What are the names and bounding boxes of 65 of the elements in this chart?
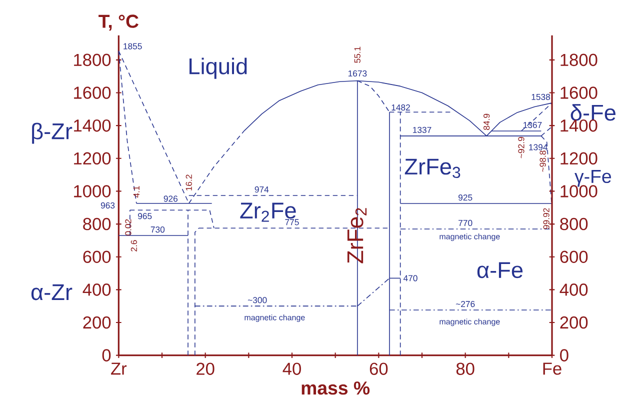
annotation: magnetic change bbox=[440, 318, 500, 326]
y2-tick-label: 400 bbox=[560, 284, 588, 296]
annotation: 4.1 bbox=[133, 186, 140, 198]
x-tick-label: 60 bbox=[370, 362, 388, 375]
annotation: 1394 bbox=[529, 144, 548, 150]
y-tick-label: 1800 bbox=[74, 54, 111, 66]
y-tick-label: 200 bbox=[83, 316, 111, 329]
y-axis-title: T, °C bbox=[98, 14, 138, 31]
y2-tick-label: 600 bbox=[560, 250, 588, 263]
annotation: 926 bbox=[164, 196, 178, 202]
y-tick-label: 1200 bbox=[74, 152, 111, 165]
x-axis-title: mass % bbox=[302, 381, 370, 395]
annotation: 963 bbox=[100, 202, 115, 208]
annotation: ZrFe$_{3}$ bbox=[404, 158, 460, 178]
y-tick-label: 600 bbox=[83, 250, 111, 263]
y2-tick-label: 1200 bbox=[560, 152, 598, 165]
annotation: 84.9 bbox=[484, 114, 490, 130]
text: δ-Fe bbox=[570, 104, 616, 121]
y-tick-label: 1400 bbox=[74, 119, 111, 132]
y2-tick-label: 1800 bbox=[560, 54, 598, 66]
y-tick-label: 800 bbox=[83, 218, 111, 230]
y-tick-label: 1000 bbox=[74, 185, 111, 198]
y2-tick-label: 200 bbox=[560, 316, 588, 329]
x-tick-label: Zr bbox=[111, 362, 127, 375]
annotation: 99.92 bbox=[543, 208, 550, 230]
y2-tick-label: 1400 bbox=[560, 119, 598, 132]
annotation: Liquid bbox=[190, 58, 247, 79]
annotation: 470 bbox=[403, 275, 418, 282]
annotation: 965 bbox=[138, 213, 152, 220]
y-tick-label: 0 bbox=[102, 349, 111, 362]
x-tick-label: Fe bbox=[543, 362, 562, 375]
y2-tick-label: 1600 bbox=[560, 86, 598, 99]
annotation: 0.02 bbox=[125, 219, 132, 236]
annotation: 1482 bbox=[392, 104, 410, 111]
annotation: magnetic change bbox=[244, 314, 305, 322]
y-tick-label: 400 bbox=[82, 284, 111, 296]
text: α-Zr bbox=[31, 284, 72, 300]
annotation: 1673 bbox=[348, 70, 367, 77]
x-tick-label: 80 bbox=[456, 362, 474, 375]
annotation: ~98.8 bbox=[540, 150, 546, 172]
annotation: 2.6 bbox=[130, 240, 138, 252]
annotation: magnetic change bbox=[440, 233, 500, 241]
annotation: 974 bbox=[254, 186, 269, 193]
annotation: 1337 bbox=[413, 126, 432, 133]
y2-tick-label: 1000 bbox=[560, 185, 598, 198]
annotation: 925 bbox=[458, 194, 472, 201]
annotation: α-Fe bbox=[477, 262, 523, 278]
annotation: 730 bbox=[150, 226, 165, 233]
y-tick-label: 1600 bbox=[74, 86, 111, 99]
annotation: 55.1 bbox=[354, 46, 360, 63]
text: γ-Fe bbox=[574, 170, 612, 187]
annotation: 770 bbox=[458, 220, 472, 226]
annotation: 1855 bbox=[124, 43, 142, 50]
annotation: ZrFe$_{2}$ bbox=[347, 208, 367, 264]
x-tick-label: 20 bbox=[196, 362, 214, 375]
y2-tick-label: 800 bbox=[560, 218, 588, 230]
x-tick-label: 40 bbox=[282, 362, 301, 375]
annotation: 1367 bbox=[524, 122, 542, 128]
annotation: ~276 bbox=[456, 300, 475, 308]
y2-tick-label: 0 bbox=[560, 349, 568, 362]
annotation: ~92.9 bbox=[518, 137, 524, 158]
text: β-Zr bbox=[32, 122, 72, 144]
annotation: 16.2 bbox=[186, 174, 192, 190]
annotation: ~300 bbox=[248, 297, 267, 304]
annotation: 1538 bbox=[532, 94, 550, 100]
